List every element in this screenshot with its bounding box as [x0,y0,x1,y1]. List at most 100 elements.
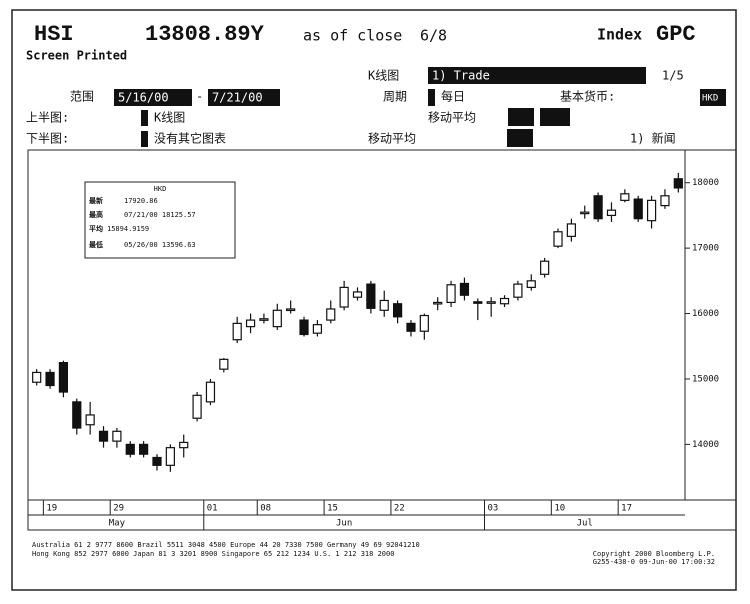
field-value[interactable]: 没有其它图表 [154,131,226,146]
x-tick-label: 01 [207,504,218,514]
candle-body [32,371,42,383]
candle-body [45,371,55,387]
function-code: GPC [656,22,696,47]
candle-body [646,199,657,222]
candle-body [566,223,576,237]
candle-body [633,198,643,220]
candle-body [245,319,256,328]
candle-body [526,280,536,288]
candle-body [312,324,323,334]
info-box [84,181,236,259]
candle-body [392,303,403,318]
candle-body [125,443,135,455]
label: K线图 [368,69,399,83]
status: Screen Printed [26,49,127,63]
y-tick-label: 18000 [692,178,719,188]
field[interactable] [700,89,726,106]
y-tick-label: 15000 [692,374,719,384]
field[interactable] [428,89,435,106]
candle-body [593,195,603,220]
candle-body [339,286,349,308]
candle-body [379,299,389,311]
chart-frame [27,149,737,531]
candle-body [299,319,309,336]
copyright: Copyright 2000 Bloomberg L.P. [593,550,715,558]
field-value[interactable]: K线图 [154,111,185,125]
candle-body [446,284,456,304]
page-number: 1/5 [662,69,684,83]
x-tick-label: 08 [260,504,271,514]
candle-body [473,301,483,304]
candle-body [540,260,550,275]
candle-body [486,301,496,304]
month-label: May [109,519,126,529]
candle-body [112,430,122,442]
candle-body [179,441,189,449]
info-value: 17920.86 [124,197,158,205]
candle-body [58,362,69,393]
field[interactable] [141,110,148,126]
y-tick-label: 17000 [692,244,719,254]
separator: - [196,90,203,104]
field[interactable] [114,89,192,106]
field-value[interactable]: 7/21/00 [212,91,263,105]
footer-line: Hong Kong 852 2977 6000 Japan 81 3 3201 … [32,550,394,558]
field[interactable] [508,108,534,126]
candle-body [352,291,363,298]
info-value: 15894.9159 [107,225,149,233]
candle-body [406,322,416,332]
candle-body [192,394,202,419]
candle-body [98,430,109,442]
candle-body [433,301,443,305]
as-of: as of close [303,27,402,45]
candle-body [673,178,683,189]
label: 移动平均 [428,111,476,125]
candle-body [606,209,617,217]
field[interactable] [507,129,533,147]
timestamp: G255-438-0 09-Jun-00 17:00:32 [593,558,715,566]
candle-body [326,308,336,321]
info-key: 最低 [89,240,103,249]
date: 6/8 [420,27,447,45]
info-value: 07/21/00 18125.57 [124,211,196,219]
field[interactable] [428,67,646,84]
candle-body [72,401,82,429]
y-tick-label: 16000 [692,309,719,319]
candle-body [205,381,216,403]
info-key: 平均 [89,224,103,233]
candle-body [499,297,510,305]
candle-body [232,322,242,341]
candle-body [459,282,470,296]
field-value[interactable]: 每日 [441,89,465,104]
field-value[interactable]: HKD [702,94,718,104]
candle-body [259,318,269,321]
candle-body [419,314,429,332]
label: 周期 [383,90,407,104]
label: 上半图: [26,111,69,125]
x-tick-label: 22 [394,504,405,514]
x-tick-label: 29 [113,504,124,514]
field-value[interactable]: 5/16/00 [118,91,169,105]
field[interactable] [208,89,280,106]
label: 范围 [70,90,94,104]
info-key: 最新 [89,196,103,205]
field[interactable] [540,108,570,126]
candle-body [580,211,590,215]
x-tick-label: 17 [621,504,632,514]
x-tick-label: 19 [46,504,57,514]
label: 下半图: [26,132,69,146]
candle-body [219,358,229,370]
info-value: 05/26/00 13596.63 [124,241,196,249]
candle-body [152,456,162,466]
candle-body [553,231,563,247]
footer-line: Australia 61 2 9777 8600 Brazil 5511 304… [32,541,420,549]
news-link[interactable]: 1) 新闻 [630,131,676,146]
field[interactable] [141,131,148,147]
x-tick-label: 15 [327,504,338,514]
field-value[interactable]: 1) Trade [432,69,490,83]
label: 基本货币: [560,89,615,104]
info-title: HKD [154,185,167,193]
candle-body [286,308,296,312]
